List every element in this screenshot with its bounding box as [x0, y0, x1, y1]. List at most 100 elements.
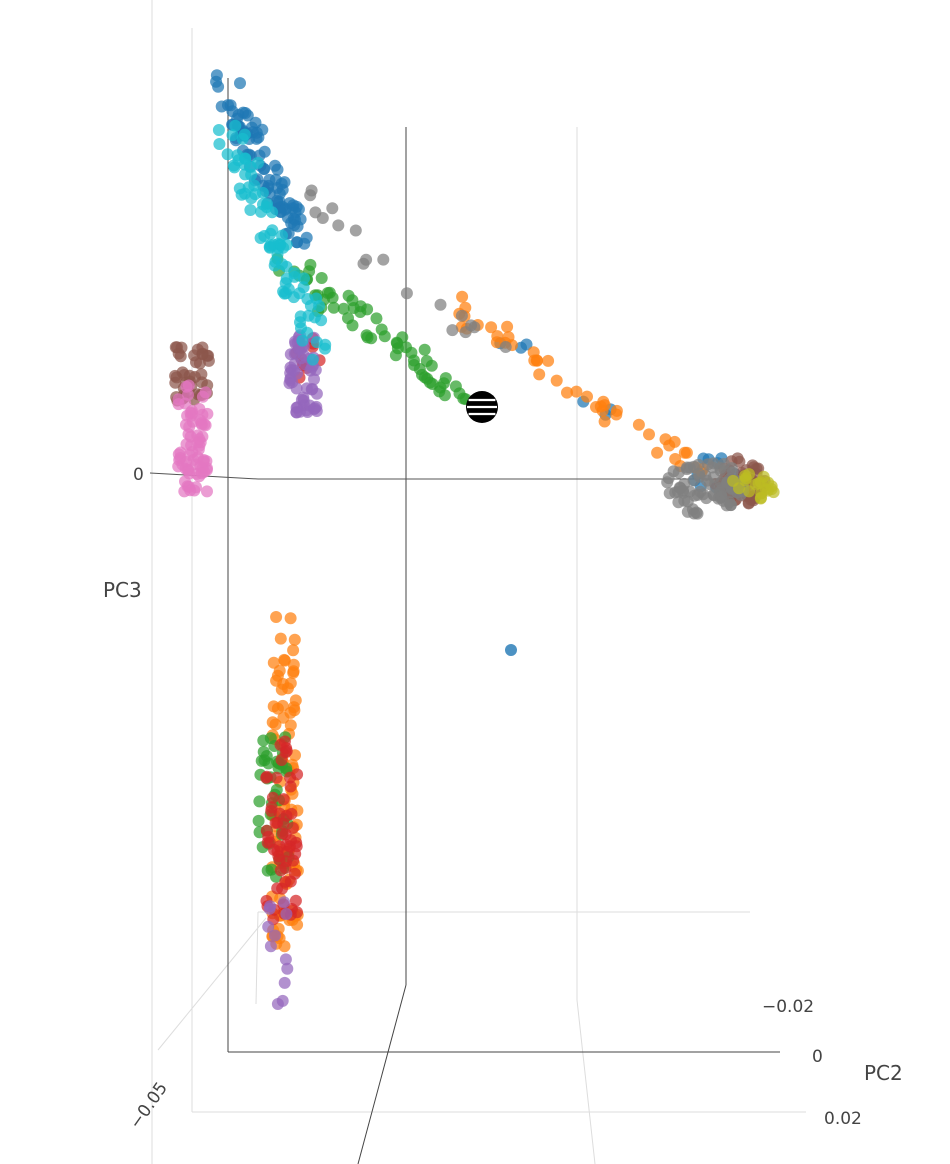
data-point — [266, 716, 279, 729]
y-tick-neg002: −0.02 — [762, 997, 814, 1017]
data-point — [515, 341, 527, 354]
data-point — [346, 319, 359, 332]
data-point — [610, 404, 623, 417]
data-point — [284, 677, 297, 690]
data-point — [278, 735, 291, 748]
data-point — [280, 272, 293, 285]
data-point — [260, 770, 273, 783]
data-point — [370, 312, 383, 325]
data-point — [310, 292, 323, 305]
data-point — [310, 405, 323, 417]
data-point — [668, 435, 681, 448]
series-3 — [260, 332, 326, 926]
data-point — [456, 290, 469, 303]
data-point — [360, 253, 373, 266]
data-point — [661, 476, 674, 489]
data-point — [289, 694, 302, 707]
data-point — [306, 383, 319, 395]
data-point — [727, 474, 740, 487]
data-point — [308, 373, 320, 386]
data-points — [169, 69, 780, 1010]
reference-marker — [466, 391, 498, 423]
data-point — [271, 998, 284, 1010]
data-point — [278, 896, 291, 909]
data-point — [267, 700, 280, 713]
data-point — [262, 920, 275, 933]
data-point — [455, 309, 468, 322]
data-point — [250, 132, 263, 145]
data-point — [687, 474, 700, 487]
data-point — [279, 875, 292, 888]
data-point — [172, 460, 185, 473]
data-point — [197, 455, 210, 468]
data-point — [337, 302, 350, 315]
data-point — [306, 353, 319, 366]
data-point — [468, 321, 481, 334]
grid-lines — [151, 0, 806, 1164]
data-point — [396, 331, 409, 344]
data-point — [361, 331, 374, 344]
data-point — [280, 287, 292, 300]
data-point — [182, 480, 195, 493]
data-point — [176, 366, 189, 379]
data-point — [570, 385, 583, 398]
data-point — [678, 446, 691, 459]
data-point — [433, 385, 446, 398]
data-point — [315, 272, 328, 284]
data-point — [272, 850, 285, 863]
data-point — [275, 177, 288, 190]
data-point — [308, 311, 321, 324]
data-point — [279, 202, 292, 215]
data-point — [280, 908, 293, 920]
data-point — [280, 260, 293, 273]
data-point — [273, 840, 286, 853]
data-point — [212, 124, 225, 136]
data-point — [706, 461, 719, 474]
data-point — [274, 864, 287, 877]
data-point — [651, 446, 664, 459]
data-point — [533, 368, 546, 381]
data-point — [268, 259, 281, 272]
data-point — [277, 793, 290, 806]
data-point — [298, 272, 310, 285]
series-8 — [727, 468, 780, 505]
data-point — [229, 119, 242, 132]
data-point — [244, 204, 257, 216]
data-point — [287, 644, 300, 657]
data-point — [499, 341, 512, 353]
axis-labels: 0 −0.05 PC3 −0.02 0 0.02 PC2 — [103, 465, 903, 1133]
data-point — [226, 129, 239, 142]
data-point — [290, 236, 303, 249]
data-point — [434, 298, 447, 311]
data-point — [692, 458, 705, 471]
data-point — [252, 156, 264, 169]
series-9 — [212, 119, 332, 366]
data-point — [285, 807, 298, 820]
data-point — [270, 611, 283, 623]
data-point — [377, 253, 390, 266]
data-point — [239, 152, 252, 165]
data-point — [327, 301, 340, 314]
data-point — [288, 704, 301, 717]
data-point — [678, 477, 691, 490]
data-point — [235, 188, 248, 201]
data-point — [224, 99, 237, 112]
data-point — [309, 206, 322, 219]
data-point — [453, 387, 466, 400]
data-point — [326, 202, 339, 215]
data-point — [263, 240, 276, 253]
data-point — [304, 189, 317, 202]
data-point — [263, 902, 276, 915]
data-point — [418, 343, 431, 356]
data-point — [273, 664, 286, 677]
data-point — [275, 754, 288, 766]
data-point — [196, 390, 209, 403]
data-point — [269, 929, 281, 942]
data-point — [281, 962, 294, 975]
data-point — [688, 489, 701, 502]
data-point — [501, 320, 514, 333]
series-6 — [172, 379, 214, 498]
data-point — [183, 420, 196, 433]
data-point — [241, 109, 254, 122]
